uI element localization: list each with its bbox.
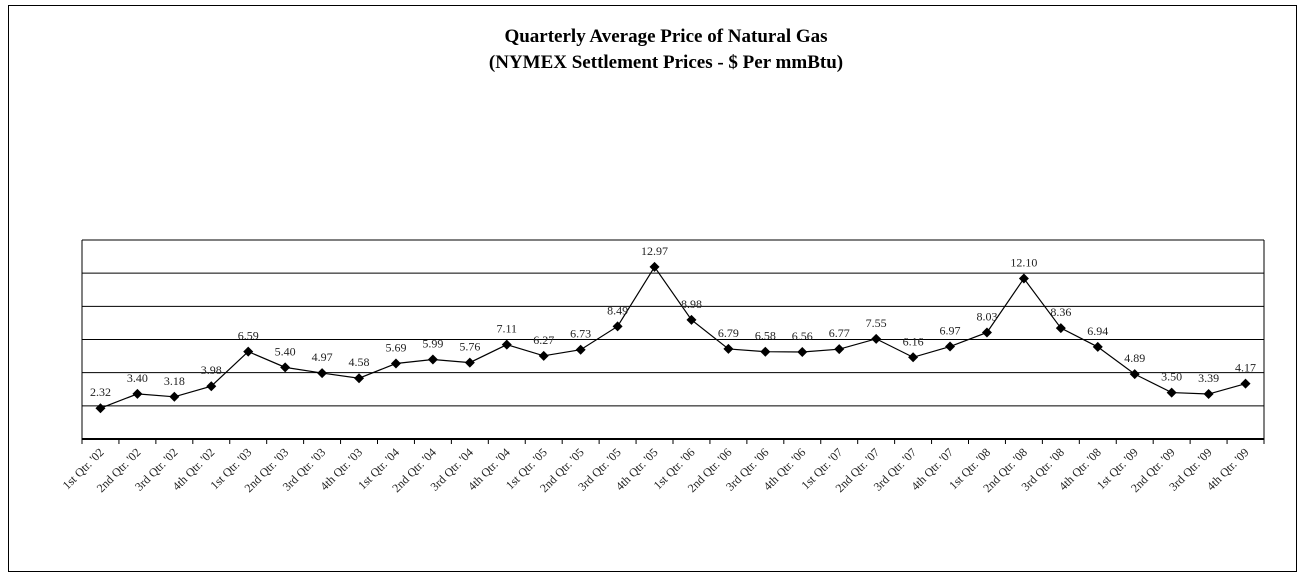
marker: [206, 381, 217, 392]
marker: [1203, 389, 1214, 400]
data-label: 6.73: [570, 327, 591, 341]
data-label: 8.49: [607, 303, 628, 317]
marker: [1129, 369, 1140, 380]
data-label: 6.79: [718, 326, 739, 340]
marker: [464, 357, 475, 368]
marker: [538, 350, 549, 361]
data-label: 6.27: [533, 333, 554, 347]
data-label: 7.55: [866, 316, 887, 330]
data-label: 5.40: [275, 344, 296, 358]
data-label: 5.76: [459, 340, 480, 354]
data-label: 8.98: [681, 297, 702, 311]
data-label: 6.97: [940, 324, 961, 338]
data-label: 6.59: [238, 329, 259, 343]
marker: [132, 388, 143, 399]
marker: [1240, 378, 1251, 389]
marker: [981, 327, 992, 338]
data-label: 6.58: [755, 329, 776, 343]
marker: [797, 346, 808, 357]
data-label: 6.16: [903, 334, 924, 348]
marker: [390, 358, 401, 369]
marker: [95, 403, 106, 414]
chart-subtitle: (NYMEX Settlement Prices - $ Per mmBtu): [489, 52, 843, 73]
data-label: 8.36: [1050, 305, 1071, 319]
chart-title: Quarterly Average Price of Natural Gas: [504, 26, 827, 47]
marker: [1166, 387, 1177, 398]
data-label: 3.18: [164, 374, 185, 388]
marker: [649, 261, 660, 272]
marker: [686, 314, 697, 325]
data-label: 4.89: [1124, 351, 1145, 365]
frame: [8, 5, 1297, 572]
marker: [501, 339, 512, 350]
data-label: 3.50: [1161, 370, 1182, 384]
marker: [280, 362, 291, 373]
data-label: 6.56: [792, 329, 813, 343]
data-label: 5.99: [422, 337, 443, 351]
data-label: 12.10: [1010, 255, 1037, 269]
data-label: 3.98: [201, 363, 222, 377]
marker: [945, 341, 956, 352]
marker: [834, 344, 845, 355]
data-label: 6.77: [829, 326, 850, 340]
data-label: 4.58: [349, 355, 370, 369]
data-label: 8.03: [976, 309, 997, 323]
marker: [760, 346, 771, 357]
marker: [1018, 273, 1029, 284]
data-label: 5.69: [385, 341, 406, 355]
marker: [1055, 323, 1066, 334]
marker: [243, 346, 254, 357]
marker: [1092, 341, 1103, 352]
marker: [723, 343, 734, 354]
data-label: 4.97: [312, 350, 333, 364]
data-label: 12.97: [641, 244, 668, 258]
data-label: 3.39: [1198, 371, 1219, 385]
marker: [908, 352, 919, 363]
marker: [612, 321, 623, 332]
data-label: 2.32: [90, 385, 111, 399]
line: [100, 265, 1246, 409]
data-label: 7.11: [497, 322, 518, 336]
data-label: 3.40: [127, 371, 148, 385]
marker: [575, 344, 586, 355]
data-label: 6.94: [1087, 324, 1108, 338]
marker: [427, 354, 438, 365]
marker: [871, 333, 882, 344]
marker: [169, 391, 180, 402]
marker: [354, 373, 365, 384]
marker: [317, 368, 328, 379]
data-label: 4.17: [1235, 361, 1256, 375]
